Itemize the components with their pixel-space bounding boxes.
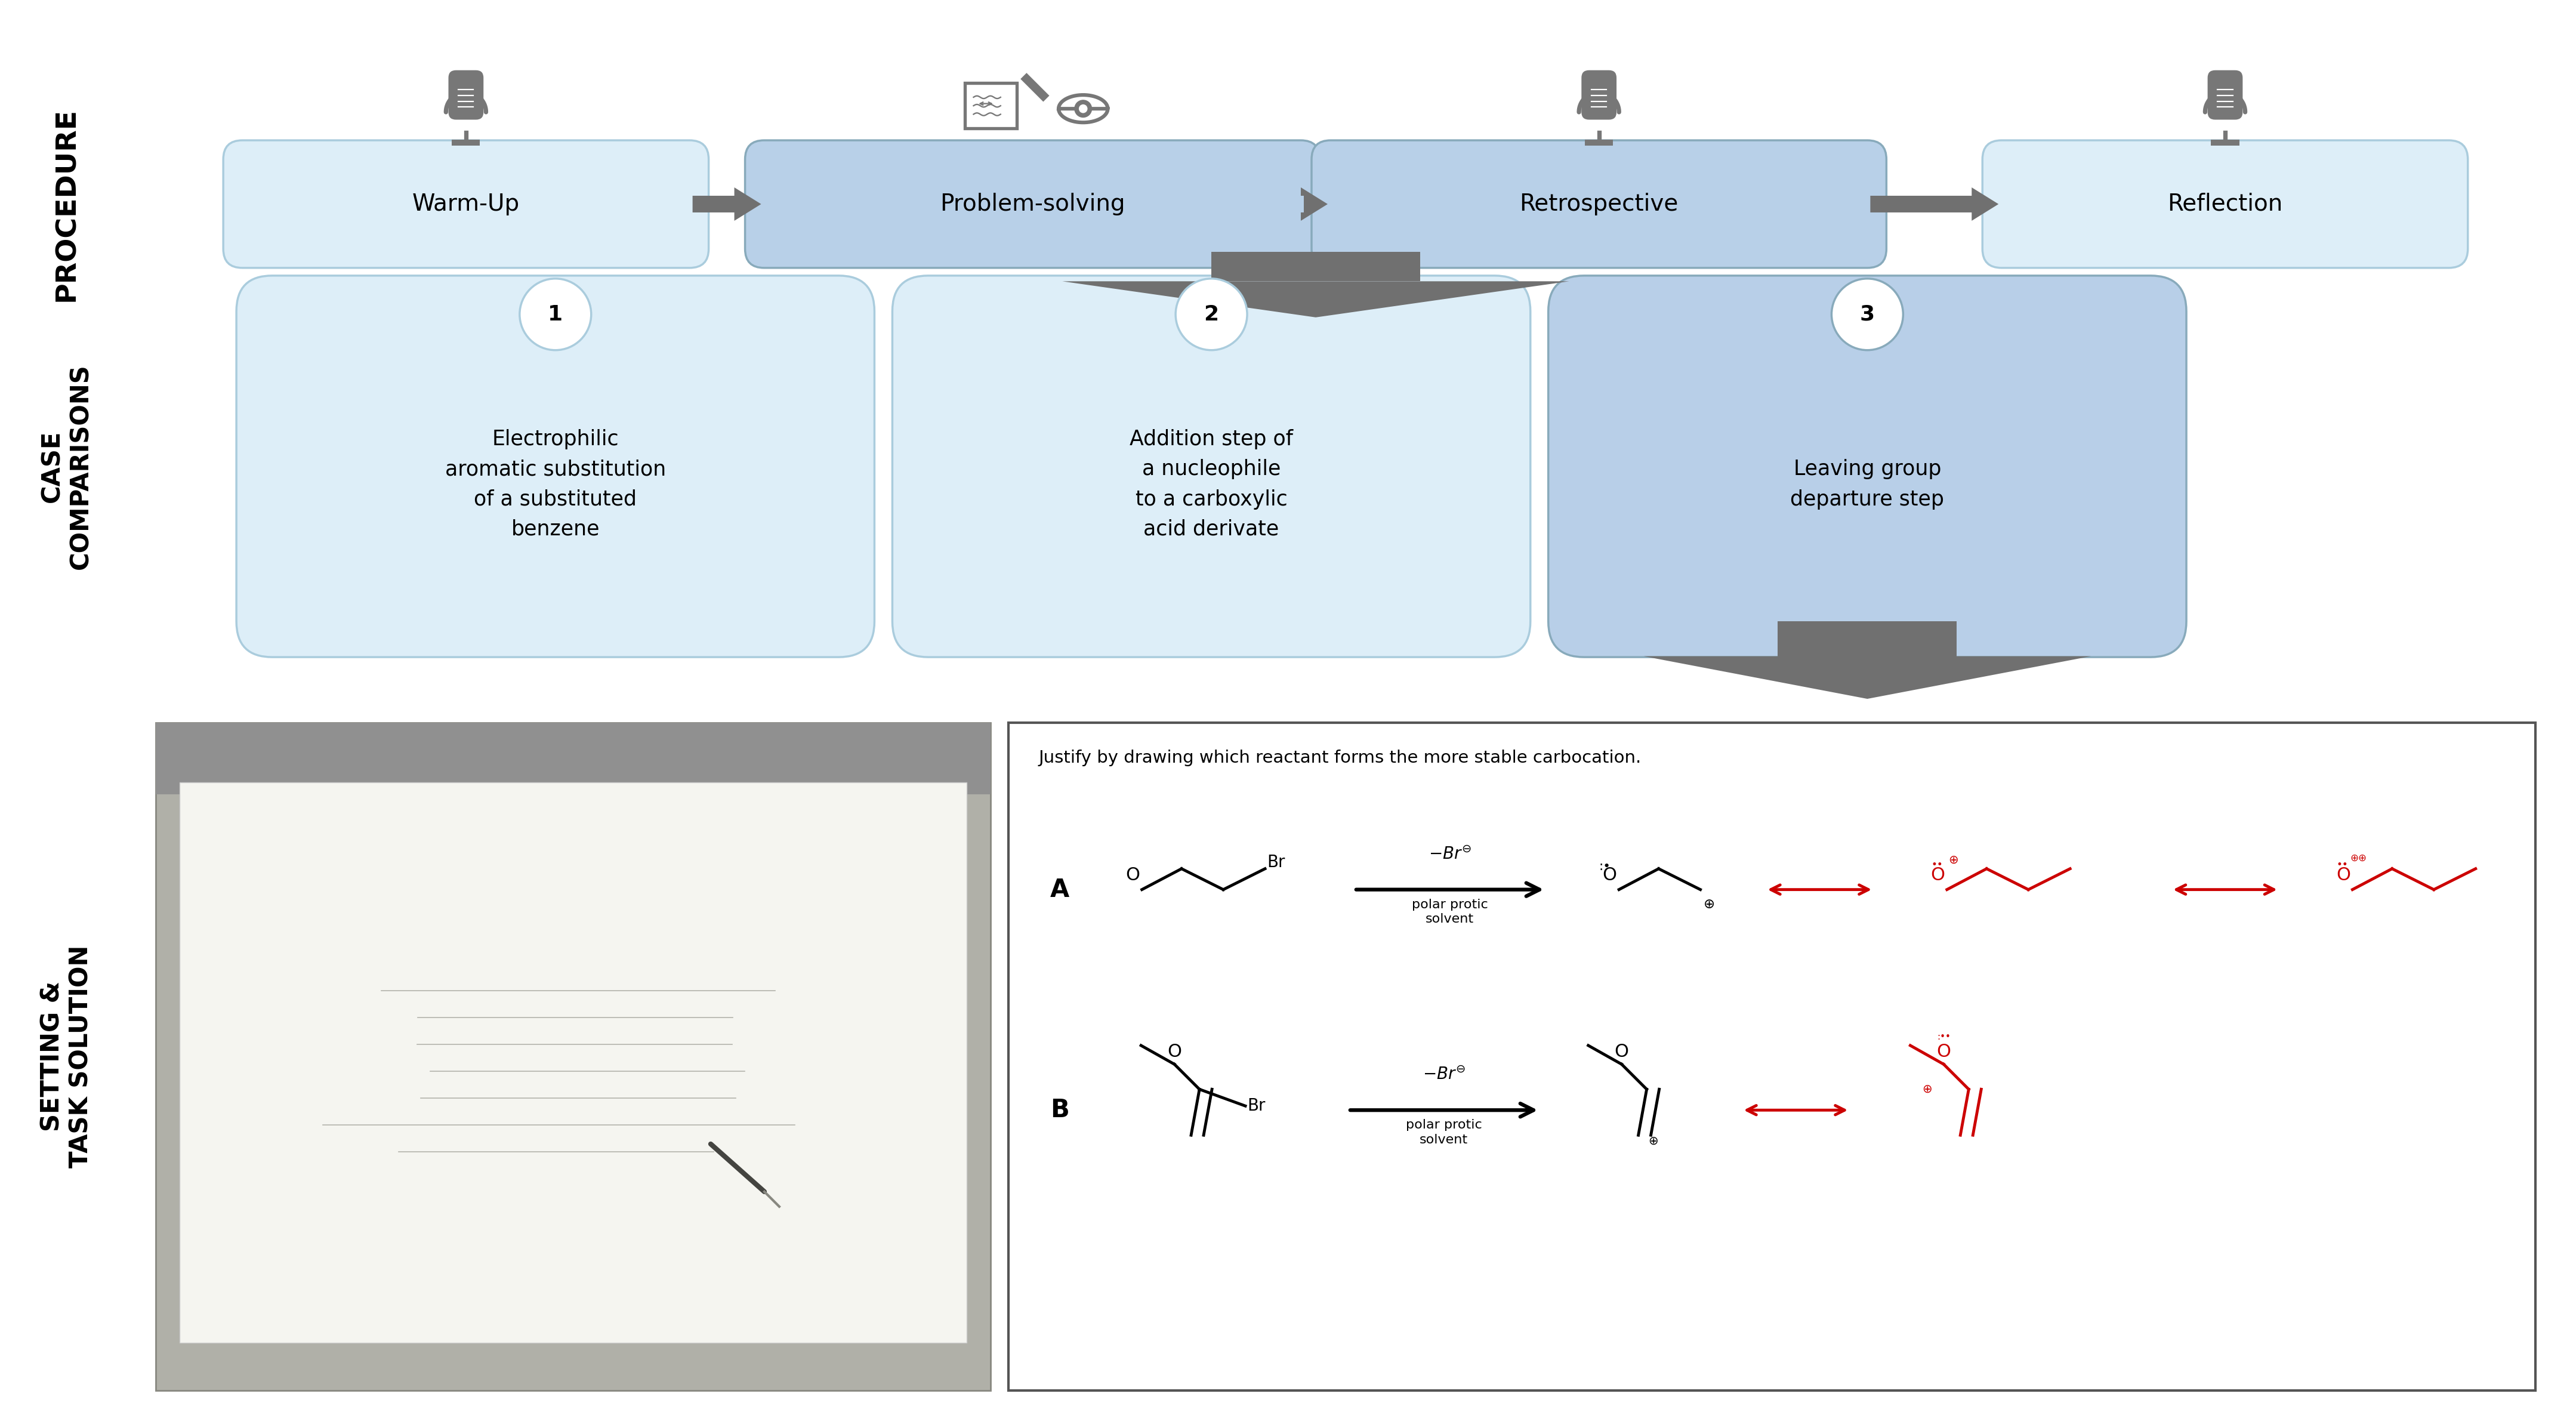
- Polygon shape: [1643, 657, 2092, 699]
- Circle shape: [1074, 100, 1092, 117]
- FancyBboxPatch shape: [157, 723, 992, 1391]
- FancyBboxPatch shape: [157, 723, 992, 795]
- Text: :••: :••: [1937, 1033, 1950, 1041]
- Text: Reflection: Reflection: [2166, 193, 2282, 216]
- FancyBboxPatch shape: [1582, 70, 1618, 120]
- Text: Justify by drawing which reactant forms the more stable carbocation.: Justify by drawing which reactant forms …: [1038, 750, 1641, 766]
- Text: O: O: [1929, 867, 1945, 883]
- FancyBboxPatch shape: [451, 139, 479, 145]
- FancyBboxPatch shape: [1548, 276, 2187, 657]
- FancyBboxPatch shape: [224, 141, 708, 268]
- Text: SETTING &
TASK SOLUTION: SETTING & TASK SOLUTION: [39, 945, 93, 1168]
- FancyBboxPatch shape: [891, 276, 1530, 657]
- Text: ⊕: ⊕: [1947, 855, 1958, 867]
- Text: ⊕⊕: ⊕⊕: [2349, 852, 2367, 864]
- Text: Problem-solving: Problem-solving: [940, 193, 1126, 216]
- Text: ⊕: ⊕: [1922, 1084, 1932, 1095]
- FancyBboxPatch shape: [2210, 139, 2239, 145]
- Text: polar protic
solvent: polar protic solvent: [1412, 899, 1489, 926]
- Text: Br: Br: [1247, 1098, 1265, 1115]
- Polygon shape: [1301, 187, 1327, 221]
- Circle shape: [1175, 279, 1247, 349]
- Text: PROCEDURE: PROCEDURE: [54, 107, 80, 302]
- FancyBboxPatch shape: [966, 83, 1018, 128]
- Circle shape: [520, 279, 592, 349]
- Circle shape: [1832, 279, 1904, 349]
- Circle shape: [1079, 104, 1087, 113]
- Polygon shape: [1870, 187, 1999, 221]
- Text: Addition step of
a nucleophile
to a carboxylic
acid derivate: Addition step of a nucleophile to a carb…: [1131, 430, 1293, 540]
- FancyBboxPatch shape: [744, 141, 1319, 268]
- Polygon shape: [1061, 282, 1569, 317]
- Text: Electrophilic
aromatic substitution
of a substituted
benzene: Electrophilic aromatic substitution of a…: [446, 430, 665, 540]
- Text: $-Br^{\ominus}$: $-Br^{\ominus}$: [1422, 1067, 1466, 1084]
- Polygon shape: [1777, 621, 1958, 657]
- FancyBboxPatch shape: [1984, 141, 2468, 268]
- Text: :•: :•: [1600, 861, 1610, 872]
- FancyBboxPatch shape: [1584, 139, 1613, 145]
- Text: Warm-Up: Warm-Up: [412, 193, 520, 216]
- Text: O: O: [1126, 867, 1139, 883]
- Polygon shape: [1020, 73, 1048, 101]
- FancyBboxPatch shape: [1010, 723, 2535, 1391]
- Text: Br: Br: [1267, 854, 1285, 871]
- Text: ⊕: ⊕: [1649, 1136, 1659, 1147]
- FancyBboxPatch shape: [2208, 70, 2244, 120]
- Text: O: O: [1937, 1043, 1950, 1061]
- Text: O: O: [1615, 1043, 1628, 1061]
- Polygon shape: [1059, 94, 1108, 123]
- FancyBboxPatch shape: [180, 782, 966, 1343]
- FancyBboxPatch shape: [1311, 141, 1886, 268]
- Text: ••: ••: [2336, 859, 2349, 869]
- FancyBboxPatch shape: [448, 70, 484, 120]
- Polygon shape: [693, 187, 760, 221]
- Text: ⊕: ⊕: [1703, 898, 1716, 912]
- Text: A: A: [1051, 876, 1069, 902]
- Text: Retrospective: Retrospective: [1520, 193, 1680, 216]
- Text: Leaving group
departure step: Leaving group departure step: [1790, 459, 1945, 510]
- Text: O: O: [1602, 867, 1618, 883]
- FancyBboxPatch shape: [237, 276, 873, 657]
- Text: polar protic
solvent: polar protic solvent: [1406, 1119, 1481, 1146]
- Text: 3: 3: [1860, 304, 1875, 324]
- Text: $-Br^{\ominus}$: $-Br^{\ominus}$: [1430, 845, 1471, 862]
- Text: 2: 2: [1203, 304, 1218, 324]
- Text: ••: ••: [1932, 859, 1942, 869]
- Polygon shape: [1211, 252, 1419, 282]
- Text: O: O: [2336, 867, 2349, 883]
- Text: CASE
COMPARISONS: CASE COMPARISONS: [39, 364, 93, 569]
- Text: 1: 1: [549, 304, 564, 324]
- Text: O: O: [1167, 1043, 1182, 1061]
- Text: B: B: [1051, 1098, 1069, 1123]
